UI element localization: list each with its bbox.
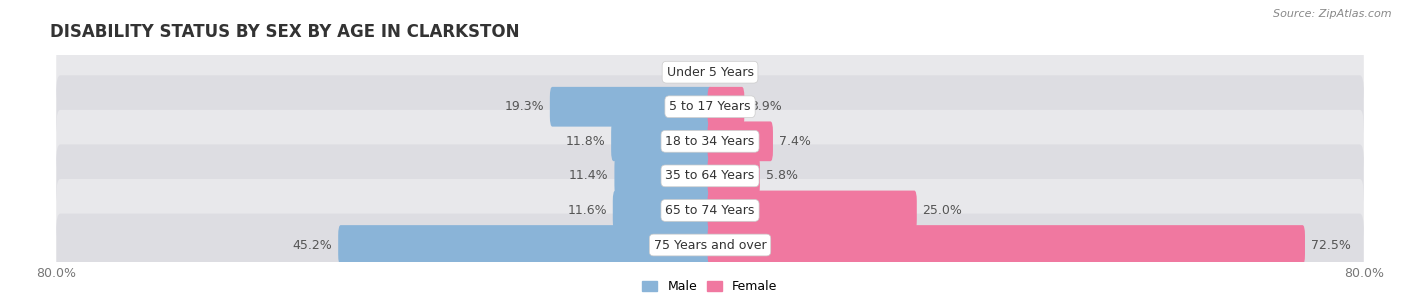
Legend: Male, Female: Male, Female xyxy=(643,280,778,293)
FancyBboxPatch shape xyxy=(56,110,1364,173)
Text: 75 Years and over: 75 Years and over xyxy=(654,239,766,252)
Text: 25.0%: 25.0% xyxy=(922,204,962,217)
FancyBboxPatch shape xyxy=(56,41,1364,104)
FancyBboxPatch shape xyxy=(707,191,917,230)
Text: 35 to 64 Years: 35 to 64 Years xyxy=(665,169,755,182)
Text: Under 5 Years: Under 5 Years xyxy=(666,66,754,79)
Text: 11.8%: 11.8% xyxy=(565,135,606,148)
Text: 3.9%: 3.9% xyxy=(749,100,782,113)
Text: 45.2%: 45.2% xyxy=(292,239,332,252)
Text: Source: ZipAtlas.com: Source: ZipAtlas.com xyxy=(1274,9,1392,19)
Text: 18 to 34 Years: 18 to 34 Years xyxy=(665,135,755,148)
Text: 72.5%: 72.5% xyxy=(1310,239,1351,252)
FancyBboxPatch shape xyxy=(612,121,713,161)
Text: 11.4%: 11.4% xyxy=(569,169,609,182)
FancyBboxPatch shape xyxy=(56,75,1364,138)
Text: 0.0%: 0.0% xyxy=(718,66,751,79)
Text: 5 to 17 Years: 5 to 17 Years xyxy=(669,100,751,113)
FancyBboxPatch shape xyxy=(56,179,1364,242)
FancyBboxPatch shape xyxy=(550,87,713,127)
FancyBboxPatch shape xyxy=(614,156,713,196)
FancyBboxPatch shape xyxy=(707,156,759,196)
FancyBboxPatch shape xyxy=(339,225,713,265)
Text: 0.0%: 0.0% xyxy=(669,66,702,79)
Text: DISABILITY STATUS BY SEX BY AGE IN CLARKSTON: DISABILITY STATUS BY SEX BY AGE IN CLARK… xyxy=(49,23,519,41)
FancyBboxPatch shape xyxy=(707,121,773,161)
Text: 65 to 74 Years: 65 to 74 Years xyxy=(665,204,755,217)
FancyBboxPatch shape xyxy=(707,225,1305,265)
FancyBboxPatch shape xyxy=(56,145,1364,207)
FancyBboxPatch shape xyxy=(707,87,744,127)
Text: 11.6%: 11.6% xyxy=(568,204,607,217)
FancyBboxPatch shape xyxy=(56,214,1364,276)
Text: 19.3%: 19.3% xyxy=(505,100,544,113)
Text: 7.4%: 7.4% xyxy=(779,135,810,148)
Text: 5.8%: 5.8% xyxy=(766,169,797,182)
FancyBboxPatch shape xyxy=(613,191,713,230)
